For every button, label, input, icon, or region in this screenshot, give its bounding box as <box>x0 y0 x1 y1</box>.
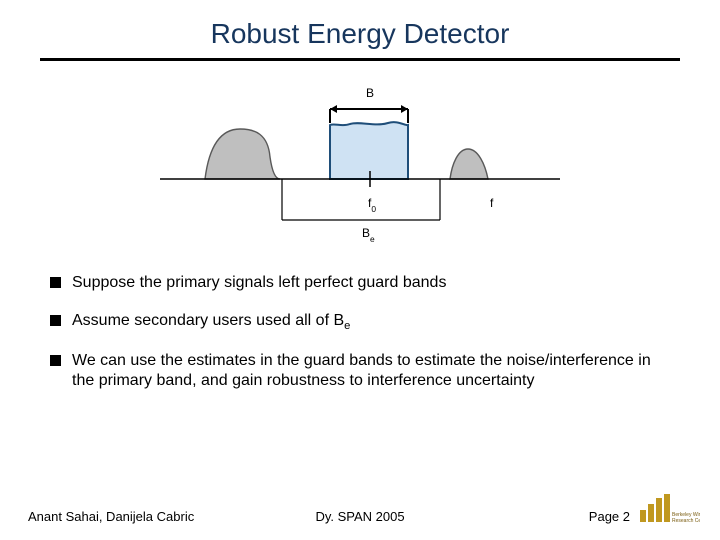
label-Be: Be <box>362 226 375 244</box>
body: Suppose the primary signals left perfect… <box>0 249 720 391</box>
logo-bar <box>640 510 646 522</box>
logo-caption: Research Center <box>672 518 700 524</box>
label-f: f <box>490 196 494 210</box>
bwrc-logo: Berkeley WirelessResearch Center <box>638 494 700 524</box>
title-area: Robust Energy Detector <box>0 0 720 50</box>
logo-bar <box>664 494 670 522</box>
logo-bar <box>656 498 662 522</box>
hump-right-adjacent <box>450 149 488 179</box>
slide: Robust Energy Detector Bf0 Be f Suppose th… <box>0 0 720 540</box>
footer-page: Page 2 <box>589 509 630 524</box>
bullet-item: Suppose the primary signals left perfect… <box>50 273 670 293</box>
B-arrow-right <box>401 105 408 113</box>
page-title: Robust Energy Detector <box>0 18 720 50</box>
bullet-item: We can use the estimates in the guard ba… <box>50 351 670 391</box>
bullet-list: Suppose the primary signals left perfect… <box>50 273 670 391</box>
spectrum-diagram: Bf0 Be f <box>150 79 570 249</box>
label-f0: f0 <box>368 196 376 214</box>
bullet-item: Assume secondary users used all of Be <box>50 311 670 333</box>
title-underline <box>40 58 680 61</box>
hump-left-adjacent <box>205 129 280 179</box>
label-B: B <box>366 86 374 100</box>
spectrum-svg: Bf0 Be f <box>150 79 570 249</box>
hump-primary-center <box>330 122 408 179</box>
B-arrow-left <box>330 105 337 113</box>
logo-bar <box>648 504 654 522</box>
